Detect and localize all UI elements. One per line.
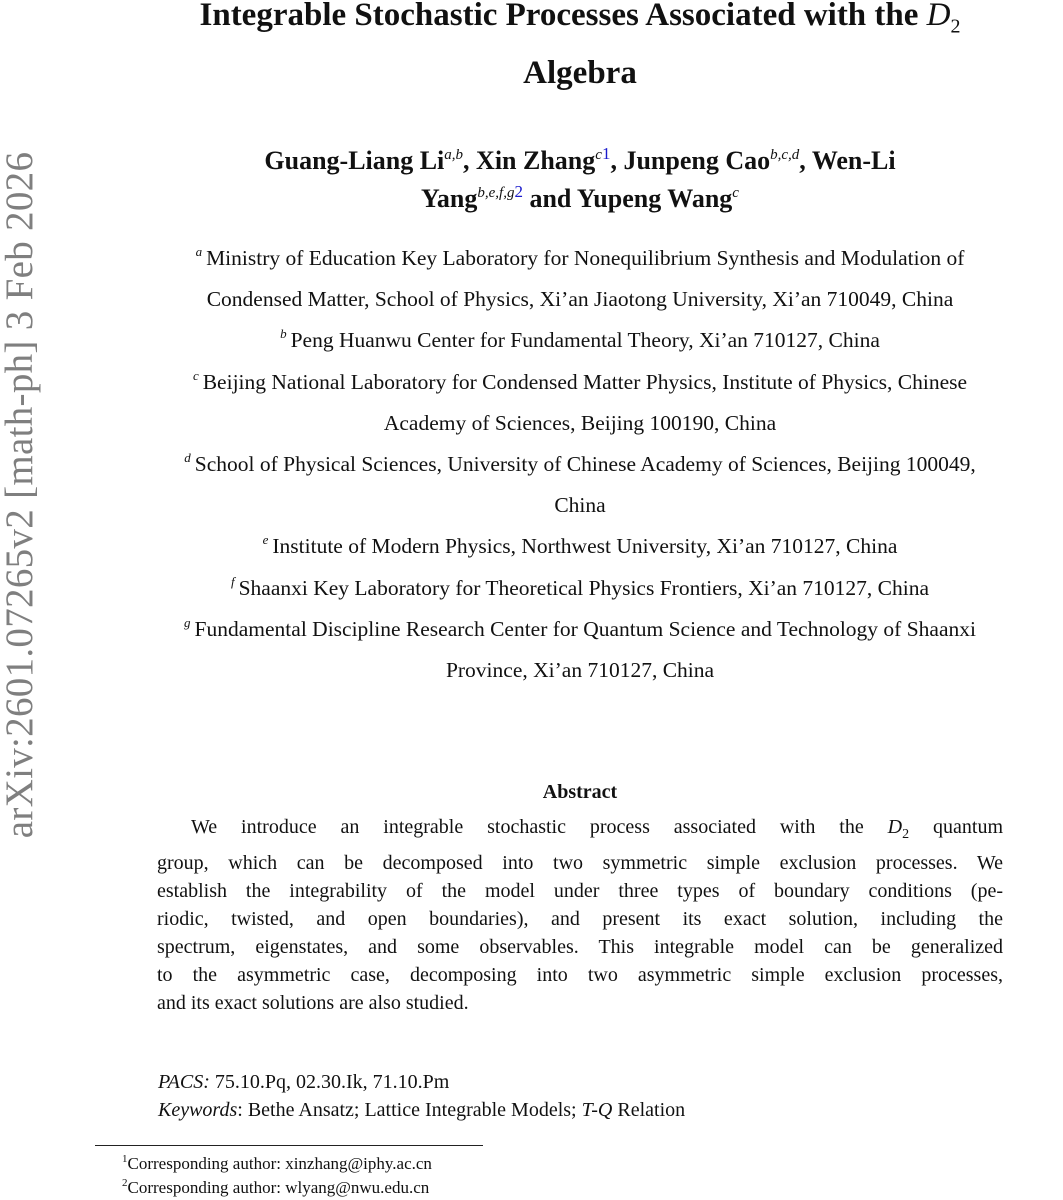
footnote-link[interactable]: 1 <box>601 144 611 163</box>
affiliation-line: c Beijing National Laboratory for Condens… <box>192 367 968 394</box>
affiliation-mark: g <box>184 614 191 630</box>
footnote: 1Corresponding author: xinzhang@iphy.ac.… <box>122 1153 432 1174</box>
abstract-line: riodic, twisted, and open boundaries), a… <box>157 908 1003 930</box>
affiliation-line: Condensed Matter, School of Physics, Xi’… <box>206 287 954 312</box>
abstract-line: and its exact solutions are also studied… <box>157 992 469 1014</box>
affiliation-line: g Fundamental Discipline Research Center … <box>184 614 976 641</box>
affiliation-mark: c <box>192 367 199 383</box>
affiliation-line: a Ministry of Education Key Laboratory fo… <box>195 244 965 270</box>
abstract-heading: Abstract <box>542 781 618 803</box>
author: Yupeng Wang <box>576 184 733 213</box>
affiliation-mark: e <box>262 532 269 548</box>
footnote-link[interactable]: 2 <box>514 182 523 201</box>
author-list: Guang-Liang Lia,b, Xin Zhangc1, Junpeng … <box>264 144 896 213</box>
affiliation-line: d School of Physical Sciences, University… <box>184 450 976 477</box>
affiliation-line: Province, Xi’an 710127, China <box>445 658 715 683</box>
affiliations: a Ministry of Education Key Laboratory fo… <box>100 238 1060 691</box>
footnote: 2Corresponding author: wlyang@nwu.edu.cn <box>122 1177 430 1198</box>
keywords: Keywords: Bethe Ansatz; Lattice Integrab… <box>158 1099 686 1121</box>
author: Wen-Li <box>811 146 896 175</box>
pacs: PACS: 75.10.Pq, 02.30.Ik, 71.10.Pm <box>158 1071 450 1093</box>
footnote-rule <box>95 1145 483 1146</box>
affiliation-line: Academy of Sciences, Beijing 100190, Chi… <box>383 410 777 435</box>
arxiv-stamp: arXiv:2601.07265v2 [math-ph] 3 Feb 2026 <box>0 151 41 839</box>
author: Yang <box>421 184 478 213</box>
affiliation-line: f Shaanxi Key Laboratory for Theoretical … <box>230 573 930 600</box>
title-math: D <box>926 0 951 33</box>
affiliation-line: b Peng Huanwu Center for Fundamental Theo… <box>280 326 880 353</box>
author: Junpeng Cao <box>623 146 771 175</box>
affiliation-mark: a <box>195 244 203 259</box>
affiliation-mark: d <box>184 450 191 466</box>
paper-metadata: PACS: 75.10.Pq, 02.30.Ik, 71.10.Pm Keywo… <box>158 1068 685 1124</box>
abstract-line: spectrum, eigenstates, and some observab… <box>157 936 1003 958</box>
author: Xin Zhang <box>476 146 596 175</box>
abstract-line: We introduce an integrable stochastic pr… <box>191 816 1004 842</box>
paper-title: Integrable Stochastic Processes Associat… <box>60 0 1063 96</box>
affiliation-mark: f <box>230 573 235 589</box>
abstract-line: group, which can be decomposed into two … <box>157 852 1003 874</box>
author: Guang-Liang Li <box>264 146 445 175</box>
abstract-line: to the asymmetric case, decomposing into… <box>157 964 1003 986</box>
abstract-line: establish the integrability of the model… <box>157 880 1003 902</box>
abstract-body: We introduce an integrable stochastic pr… <box>157 813 1003 1017</box>
affiliation-line: China <box>554 493 606 518</box>
footnotes: 1Corresponding author: xinzhang@iphy.ac.… <box>122 1152 432 1200</box>
affiliation-line: e Institute of Modern Physics, Northwest … <box>262 532 898 559</box>
affiliation-mark: b <box>280 326 287 342</box>
